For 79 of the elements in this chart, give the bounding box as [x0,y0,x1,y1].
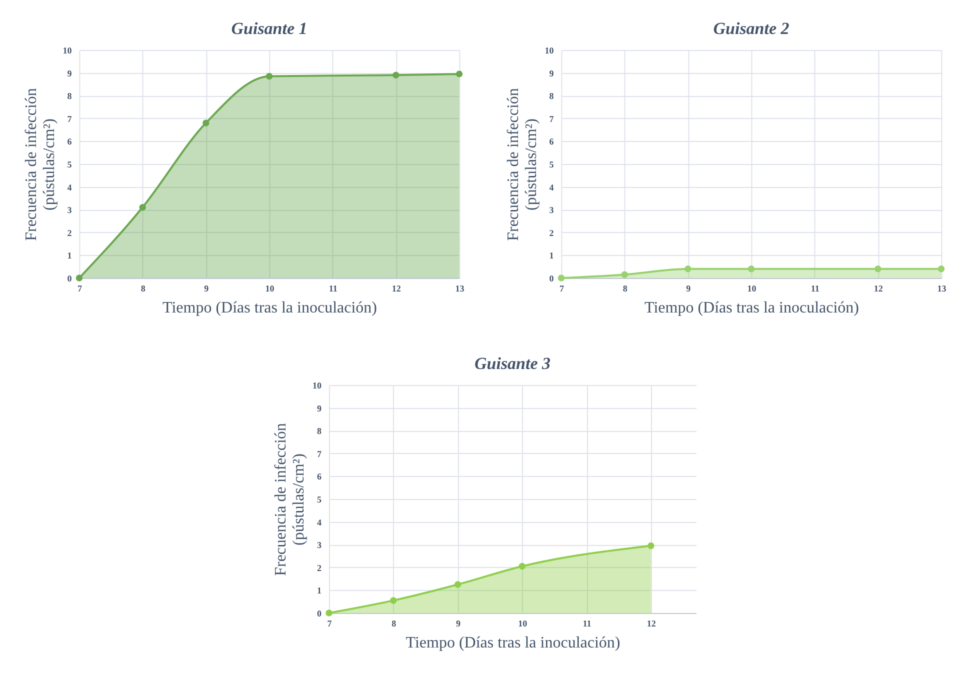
x-tick-label: 13 [455,284,465,294]
x-tick-label: 10 [265,284,275,294]
y-tick-label: 2 [549,228,554,238]
x-tick-label: 12 [874,284,884,294]
x-tick-label: 8 [140,284,146,294]
y-tick-label: 4 [549,182,554,192]
y-tick-label: 8 [67,91,72,102]
y-tick-label: 7 [67,114,72,124]
x-tick-label: 8 [622,284,628,294]
y-tick-label: 10 [312,380,322,390]
x-axis-title: Tiempo (Días tras la inoculación) [644,300,859,316]
x-tick-label: 7 [327,618,332,628]
y-tick-label: 6 [549,136,554,147]
y-tick-label: 10 [62,46,72,56]
point [938,266,945,272]
y-tick-label: 8 [549,91,554,102]
x-tick-label: 11 [582,618,592,628]
point [648,542,654,550]
y-tick-label: 1 [67,250,72,261]
y-tick-label: 1 [317,586,322,596]
y-tick-label: 0 [67,274,72,284]
x-axis-title: Tiempo (Días tras la inoculación) [162,300,377,316]
y-tick-label: 9 [549,68,554,78]
y-tick-label: 10 [544,46,554,56]
y-axis-title: Frecuencia de infección (pústulas/cm²) [504,88,540,241]
point [139,204,146,211]
x-tick-label: 8 [392,618,397,628]
y-tick-label: 8 [317,426,322,436]
x-tick-label: 9 [456,618,462,628]
y-tick-label: 9 [317,403,322,414]
x-tick-label: 9 [204,284,210,294]
y-axis-title: Frecuencia de infección (pústulas/cm²) [272,423,308,576]
x-tick-label: 13 [937,284,947,294]
point [76,274,83,282]
y-tick-label: 2 [317,562,322,573]
y-tick-label: 7 [549,114,554,124]
point [684,266,692,272]
x-tick-label: 12 [392,284,402,294]
point [454,581,462,588]
x-tick-label: 7 [78,284,82,294]
point [390,597,397,604]
y-tick-label: 0 [317,608,322,618]
y-tick-label: 5 [317,494,322,504]
y-tick-label: 4 [317,517,322,528]
y-tick-label: 1 [549,250,554,261]
chart-title: Guisante 1 [231,19,308,38]
y-tick-label: 9 [67,68,72,78]
y-tick-label: 5 [549,160,554,170]
y-tick-label: 6 [67,136,72,147]
y-axis-title: Frecuencia de infección (pústulas/cm²) [22,88,58,241]
point [518,562,526,570]
x-tick-label: 10 [518,618,528,628]
point [748,266,755,272]
x-axis-title: Tiempo (Días tras la inoculación) [406,634,620,652]
y-tick-label: 3 [67,205,72,216]
chart-title: Guisante 2 [713,19,790,38]
y-tick-label: 0 [549,274,554,284]
y-tick-label: 2 [67,228,72,238]
point [202,120,210,126]
y-tick-label: 4 [67,182,72,192]
y-tick-label: 7 [317,448,322,459]
x-tick-label: 11 [328,284,338,294]
y-tick-label: 6 [317,472,322,482]
point [558,274,565,282]
chart-title: Guisante 3 [474,354,552,373]
x-tick-label: 10 [747,284,757,294]
point [266,72,273,80]
y-tick-label: 5 [67,160,72,170]
point [326,610,332,616]
x-tick-label: 12 [646,618,656,628]
x-tick-label: 11 [810,284,820,294]
point [456,70,463,78]
x-tick-label: 9 [686,284,692,294]
x-tick-label: 7 [560,284,564,294]
point [392,72,400,78]
point [621,271,628,278]
y-tick-label: 3 [317,540,322,550]
point [874,266,882,272]
y-tick-label: 3 [549,205,554,216]
